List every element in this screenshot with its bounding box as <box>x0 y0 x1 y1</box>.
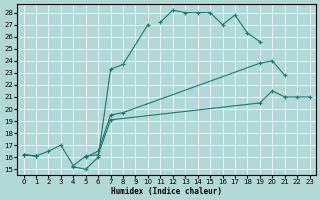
X-axis label: Humidex (Indice chaleur): Humidex (Indice chaleur) <box>111 187 222 196</box>
